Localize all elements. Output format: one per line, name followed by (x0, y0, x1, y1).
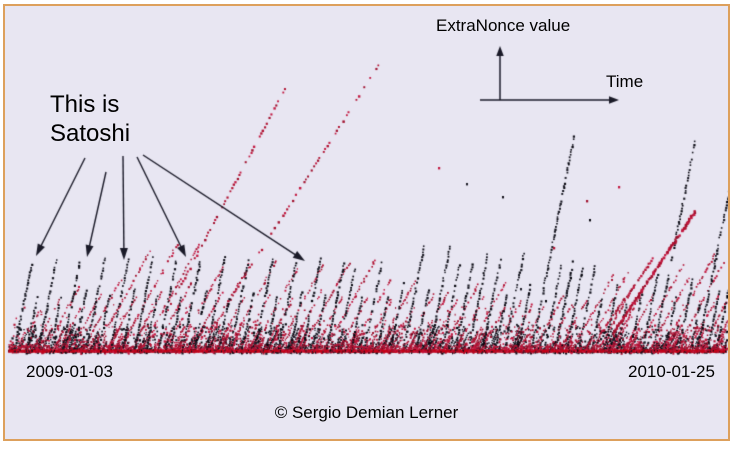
y-axis-label: ExtraNonce value (436, 16, 571, 35)
chart-frame: ExtraNonce value Time This is Satoshi 20… (3, 4, 730, 441)
satoshi-annotation: This is Satoshi (50, 91, 131, 147)
copyright-label: © Sergio Demian Lerner (274, 403, 459, 422)
start-date-label: 2009-01-03 (26, 362, 113, 381)
end-date-label: 2010-01-25 (628, 362, 715, 381)
extranonce-scatter-canvas (5, 6, 728, 439)
x-axis-label: Time (606, 72, 644, 91)
